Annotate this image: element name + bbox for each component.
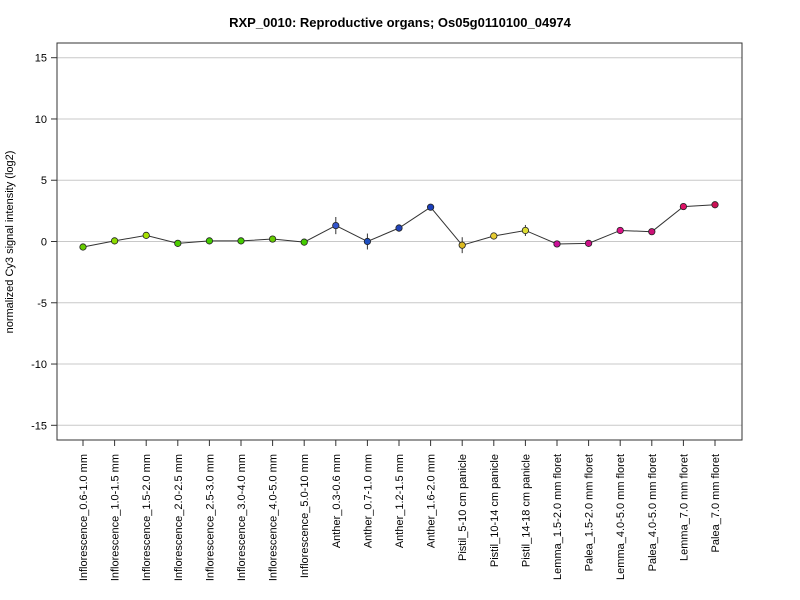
data-point [79,243,87,251]
data-point [174,239,182,247]
x-tick-label: Anther_0.3-0.6 mm [331,454,343,548]
x-tick-label: Inflorescence_1.5-2.0 mm [141,454,153,581]
y-tick-label: 5 [41,175,47,187]
x-tick-label: Inflorescence_4.0-5.0 mm [268,454,280,581]
y-axis-label: normalized Cy3 signal intensity (log2) [4,151,16,334]
x-tick-label: Pistil_14-18 cm panicle [520,454,532,567]
data-point [300,238,308,246]
data-point [363,237,371,246]
x-tick-label: Anther_1.2-1.5 mm [394,454,406,548]
data-point [205,237,213,245]
x-tick-label: Pistil_5-10 cm panicle [457,454,469,561]
x-tick-label: Anther_1.6-2.0 mm [426,454,438,548]
data-point [521,226,530,235]
x-tick-label: Palea_7.0 mm floret [710,454,722,552]
x-tick-label: Lemma_1.5-2.0 mm floret [552,454,564,580]
x-tick-label: Anther_0.7-1.0 mm [362,454,374,548]
y-axis: 15 10 5 0 -5 -10 -15 [31,53,57,432]
y-tick-label: 0 [41,237,47,249]
data-point [395,224,403,232]
x-axis: Inflorescence_0.6-1.0 mm Inflorescence_1.… [78,440,722,581]
data-point [142,231,150,239]
grid [57,57,742,426]
x-tick-label: Inflorescence_1.0-1.5 mm [110,454,122,581]
x-tick-label: Inflorescence_0.6-1.0 mm [78,454,90,581]
data-point [616,226,624,235]
x-tick-label: Inflorescence_3.0-4.0 mm [236,454,248,581]
data-point [458,241,466,249]
y-tick-label: 15 [35,53,47,65]
data-point [237,237,245,245]
data-point [111,237,119,245]
x-tick-label: Inflorescence_2.5-3.0 mm [204,454,216,581]
y-tick-label: -10 [31,359,47,371]
x-tick-label: Palea_1.5-2.0 mm floret [584,454,596,571]
series [79,201,719,254]
y-tick-label: -15 [31,420,47,432]
data-point [426,203,435,211]
data-point [584,239,593,247]
data-point [490,232,498,240]
x-tick-label: Palea_4.0-5.0 mm floret [647,454,659,571]
y-tick-label: -5 [37,298,47,310]
x-tick-label: Lemma_4.0-5.0 mm floret [615,454,627,580]
data-point [268,235,277,243]
data-point [553,240,561,248]
y-tick-label: 10 [35,114,47,126]
x-tick-label: Inflorescence_5.0-10 mm [299,454,311,578]
chart-title: RXP_0010: Reproductive organs; Os05g0110… [229,15,572,30]
data-point [711,201,719,209]
data-point [679,202,688,211]
data-point [332,221,340,230]
x-tick-label: Lemma_7.0 mm floret [678,454,690,561]
x-tick-label: Inflorescence_2.0-2.5 mm [173,454,185,581]
x-tick-label: Pistil_10-14 cm panicle [489,454,501,567]
data-point [648,228,656,236]
